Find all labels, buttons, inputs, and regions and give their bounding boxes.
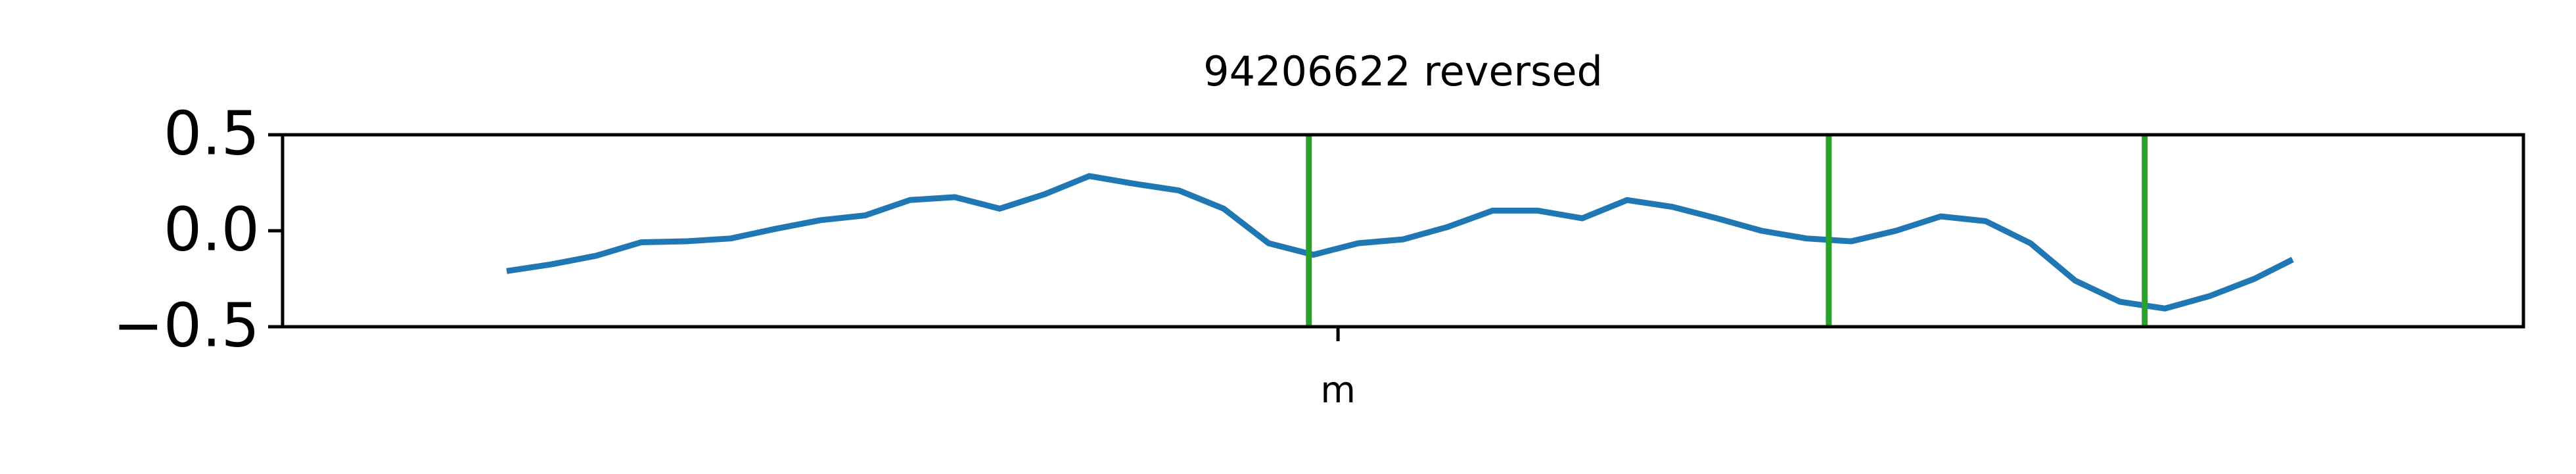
plot-frame bbox=[281, 133, 2525, 329]
data-line bbox=[506, 173, 2294, 312]
x-tick-label: m bbox=[1320, 369, 1356, 411]
chart-title: 94206622 reversed bbox=[1203, 47, 1603, 95]
y-tick-label: −0.5 bbox=[113, 290, 260, 360]
y-tick-label: 0.5 bbox=[164, 98, 260, 168]
y-tick-label: 0.0 bbox=[164, 194, 260, 264]
